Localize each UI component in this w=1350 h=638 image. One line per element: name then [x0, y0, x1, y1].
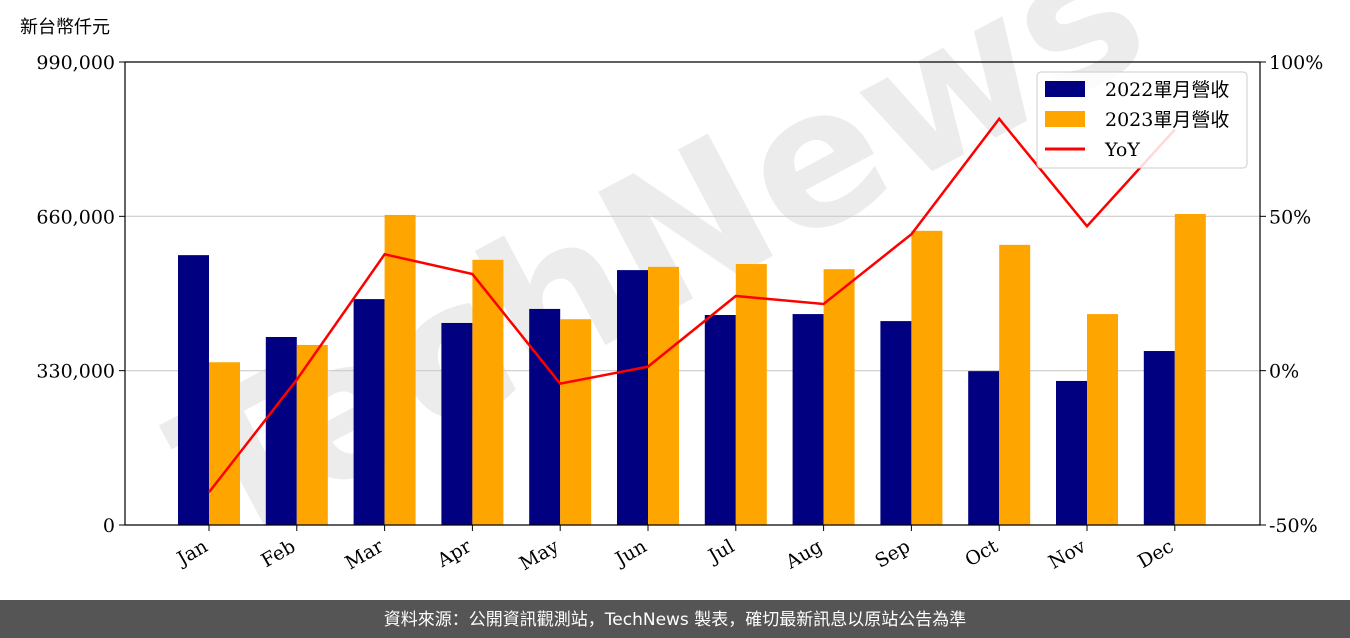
- x-tick-label: Mar: [342, 535, 388, 574]
- bar: [265, 336, 297, 525]
- bar: [296, 344, 328, 525]
- x-tick-label: Apr: [433, 535, 476, 572]
- bar: [648, 266, 679, 525]
- x-tick-label: Aug: [781, 535, 826, 574]
- bar: [1087, 314, 1118, 525]
- y-tick-label: 990,000: [36, 52, 115, 74]
- bar: [1174, 213, 1206, 526]
- y-tick-label: 0: [103, 515, 115, 537]
- bar: [735, 264, 767, 525]
- legend-label: 2022單月營收: [1105, 79, 1229, 101]
- bar: [704, 315, 736, 525]
- x-tick-label: Jan: [172, 535, 212, 571]
- bar: [823, 269, 855, 525]
- y-tick-label: 330,000: [36, 361, 115, 383]
- y-axis-label: 新台幣仟元: [20, 17, 110, 38]
- bar: [911, 230, 943, 526]
- bar: [880, 321, 912, 525]
- y2-tick-label: -50%: [1269, 515, 1318, 537]
- x-tick-label: Jul: [703, 535, 738, 568]
- y-tick-label: 660,000: [36, 206, 115, 228]
- bar: [384, 214, 416, 525]
- legend-label: YoY: [1104, 139, 1140, 161]
- bar: [529, 308, 561, 525]
- bar: [1056, 380, 1087, 525]
- y2-tick-label: 0%: [1269, 361, 1299, 383]
- x-tick-label: Oct: [961, 535, 1002, 571]
- legend-swatch: [1045, 111, 1085, 127]
- legend-label: 2023單月營收: [1105, 109, 1229, 131]
- bar: [968, 371, 1000, 525]
- legend-swatch: [1045, 81, 1085, 97]
- x-tick-label: Sep: [871, 535, 914, 572]
- x-tick-label: May: [516, 535, 563, 575]
- footer-text: 資料來源：公開資訊觀測站，TechNews 製表，確切最新訊息以原站公告為準: [384, 610, 966, 630]
- y2-tick-label: 100%: [1269, 52, 1323, 74]
- bar: [1143, 351, 1175, 525]
- line: [208, 116, 1176, 494]
- bar: [441, 322, 473, 525]
- footer-bar: [0, 600, 1350, 638]
- x-tick-label: Dec: [1134, 535, 1177, 573]
- bar: [178, 255, 209, 525]
- y2-tick-label: 50%: [1269, 206, 1311, 228]
- bar: [792, 314, 824, 525]
- x-tick-label: Nov: [1045, 535, 1090, 574]
- bar: [999, 244, 1031, 525]
- legend-box: [1036, 71, 1248, 169]
- bar: [560, 319, 592, 525]
- x-tick-label: Jun: [610, 535, 651, 571]
- bar: [472, 259, 504, 525]
- bar: [353, 299, 385, 525]
- bar: [617, 270, 648, 525]
- bar: [209, 362, 240, 525]
- plot-frame: [124, 61, 1261, 526]
